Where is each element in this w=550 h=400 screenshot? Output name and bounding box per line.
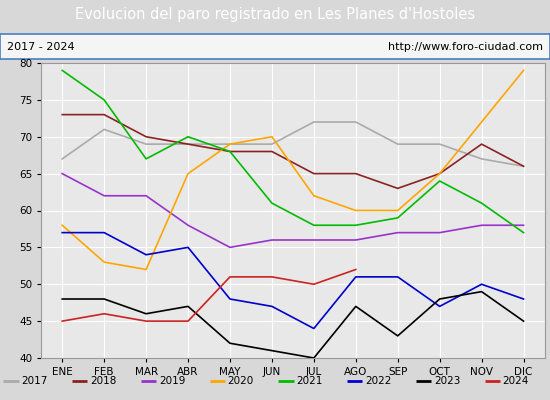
Text: 2023: 2023: [434, 376, 460, 386]
Text: 2018: 2018: [90, 376, 117, 386]
Text: 2017 - 2024: 2017 - 2024: [7, 42, 74, 52]
Text: 2022: 2022: [365, 376, 392, 386]
Text: 2021: 2021: [296, 376, 323, 386]
Text: 2024: 2024: [503, 376, 529, 386]
Text: http://www.foro-ciudad.com: http://www.foro-ciudad.com: [388, 42, 543, 52]
Text: 2020: 2020: [228, 376, 254, 386]
Text: 2017: 2017: [21, 376, 48, 386]
Text: 2019: 2019: [159, 376, 185, 386]
Text: Evolucion del paro registrado en Les Planes d'Hostoles: Evolucion del paro registrado en Les Pla…: [75, 8, 475, 22]
